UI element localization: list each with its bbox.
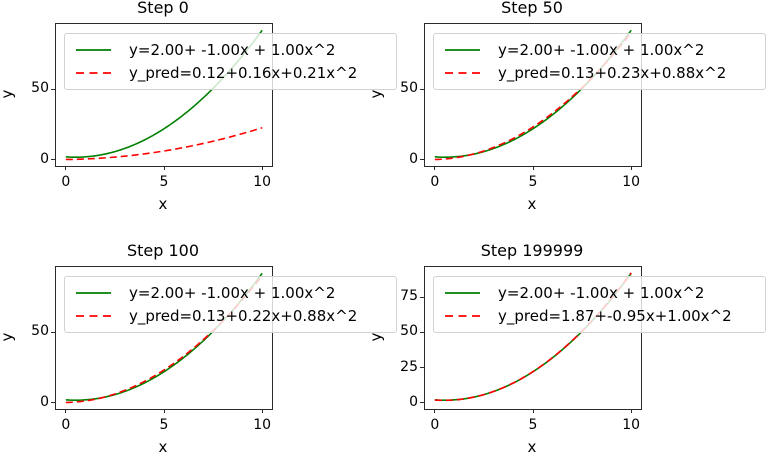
x-axis-label: x (158, 438, 168, 456)
x-tick-mark (65, 409, 67, 413)
y-tick-mark (420, 331, 424, 333)
red-dashed-line-sample (445, 314, 480, 317)
legend: y=2.00+ -1.00x + 1.00x^2 y_pred=0.13+0.2… (64, 276, 397, 333)
x-tick-label: 10 (253, 417, 272, 433)
x-tick-mark (261, 166, 263, 170)
y-tick-mark (420, 296, 424, 298)
legend-entry-true: y=2.00+ -1.00x + 1.00x^2 (434, 281, 765, 304)
x-tick-mark (532, 166, 534, 170)
y-tick-mark (51, 159, 55, 161)
legend-label-true: y=2.00+ -1.00x + 1.00x^2 (498, 40, 705, 59)
red-dashed-line-sample (76, 314, 111, 317)
x-tick-label: 0 (61, 417, 71, 433)
axes: 0 5 10 0 50 y=2.00+ -1.00x + 1.00x^2 y_pred… (400, 23, 766, 190)
x-tick-label: 10 (253, 174, 272, 190)
y-tick-label: 50 (400, 323, 418, 340)
x-tick-label: 0 (61, 174, 71, 190)
x-axis-label: x (527, 438, 537, 456)
y-tick-label: 0 (409, 393, 418, 410)
red-dashed-line-sample (76, 71, 111, 74)
legend-entry-pred: y_pred=1.87+-0.95x+1.00x^2 (434, 304, 765, 327)
y-tick-label: 25 (400, 358, 418, 375)
legend-label-pred: y_pred=1.87+-0.95x+1.00x^2 (498, 306, 732, 325)
green-solid-line-sample (76, 291, 111, 294)
legend: y=2.00+ -1.00x + 1.00x^2 y_pred=1.87+-0.… (433, 276, 766, 333)
green-solid-line-sample (76, 48, 111, 51)
legend-entry-pred: y_pred=0.13+0.23x+0.88x^2 (434, 61, 765, 84)
legend-label-true: y=2.00+ -1.00x + 1.00x^2 (129, 283, 336, 302)
axes: 0 5 10 0 50 y=2.00+ -1.00x + 1.00x^2 y_pred… (31, 266, 397, 433)
y-tick-label: 50 (31, 80, 49, 97)
y-tick-mark (51, 331, 55, 333)
x-tick-mark (434, 166, 436, 170)
x-tick-mark (163, 409, 165, 413)
y-tick-mark (420, 367, 424, 369)
legend-entry-true: y=2.00+ -1.00x + 1.00x^2 (434, 38, 765, 61)
legend-entry-true: y=2.00+ -1.00x + 1.00x^2 (65, 38, 396, 61)
green-solid-line-sample (445, 291, 480, 294)
legend-label-pred: y_pred=0.13+0.22x+0.88x^2 (129, 306, 358, 325)
legend-entry-pred: y_pred=0.12+0.16x+0.21x^2 (65, 61, 396, 84)
x-tick-mark (532, 409, 534, 413)
x-tick-label: 0 (430, 174, 440, 190)
y-tick-mark (420, 159, 424, 161)
x-tick-mark (65, 166, 67, 170)
legend-label-pred: y_pred=0.12+0.16x+0.21x^2 (129, 63, 358, 82)
red-dashed-line-sample (445, 71, 480, 74)
x-tick-label: 5 (528, 174, 538, 190)
x-tick-label: 5 (159, 174, 169, 190)
x-tick-mark (630, 166, 632, 170)
x-tick-label: 5 (159, 417, 169, 433)
legend-label-true: y=2.00+ -1.00x + 1.00x^2 (498, 283, 705, 302)
axes: 0 5 10 0 25 50 75 y=2.00+ -1.00x + 1.00x^2 y_… (400, 266, 766, 433)
y-tick-label: 0 (40, 393, 49, 410)
y-tick-mark (51, 88, 55, 90)
x-tick-label: 10 (622, 417, 641, 433)
subplot-step-50: Step 50 y 0 5 10 0 50 y=2.00+ -1.00x + 1.00… (367, 0, 767, 232)
x-tick-mark (434, 409, 436, 413)
legend-entry-pred: y_pred=0.13+0.22x+0.88x^2 (65, 304, 396, 327)
x-tick-label: 10 (622, 174, 641, 190)
subplot-title: Step 100 (126, 241, 200, 260)
y-tick-mark (420, 88, 424, 90)
legend: y=2.00+ -1.00x + 1.00x^2 y_pred=0.12+0.1… (64, 33, 397, 90)
x-tick-mark (163, 166, 165, 170)
x-axis-label: x (158, 195, 168, 213)
axes: 0 5 10 0 50 y=2.00+ -1.00x + 1.00x^2 y_pred… (31, 23, 397, 190)
subplot-title: Step 50 (501, 0, 563, 17)
green-solid-line-sample (445, 48, 480, 51)
y-tick-label: 75 (400, 288, 418, 305)
subplot-title: Step 0 (137, 0, 189, 17)
x-tick-mark (261, 409, 263, 413)
y-tick-label: 0 (409, 150, 418, 167)
subplot-step-199999: Step 199999 y 0 5 10 0 25 50 75 y=2.00+ -1.00… (367, 241, 767, 457)
y-tick-mark (420, 402, 424, 404)
y-tick-mark (51, 402, 55, 404)
legend-label-true: y=2.00+ -1.00x + 1.00x^2 (129, 40, 336, 59)
x-tick-label: 0 (430, 417, 440, 433)
y-tick-label: 50 (31, 323, 49, 340)
legend-label-pred: y_pred=0.13+0.23x+0.88x^2 (498, 63, 727, 82)
x-axis-label: x (527, 195, 537, 213)
x-tick-mark (630, 409, 632, 413)
legend-entry-true: y=2.00+ -1.00x + 1.00x^2 (65, 281, 396, 304)
x-tick-label: 5 (528, 417, 538, 433)
legend: y=2.00+ -1.00x + 1.00x^2 y_pred=0.13+0.2… (433, 33, 766, 90)
subplot-title: Step 199999 (480, 241, 584, 260)
y-tick-label: 50 (400, 80, 418, 97)
y-tick-label: 0 (40, 150, 49, 167)
